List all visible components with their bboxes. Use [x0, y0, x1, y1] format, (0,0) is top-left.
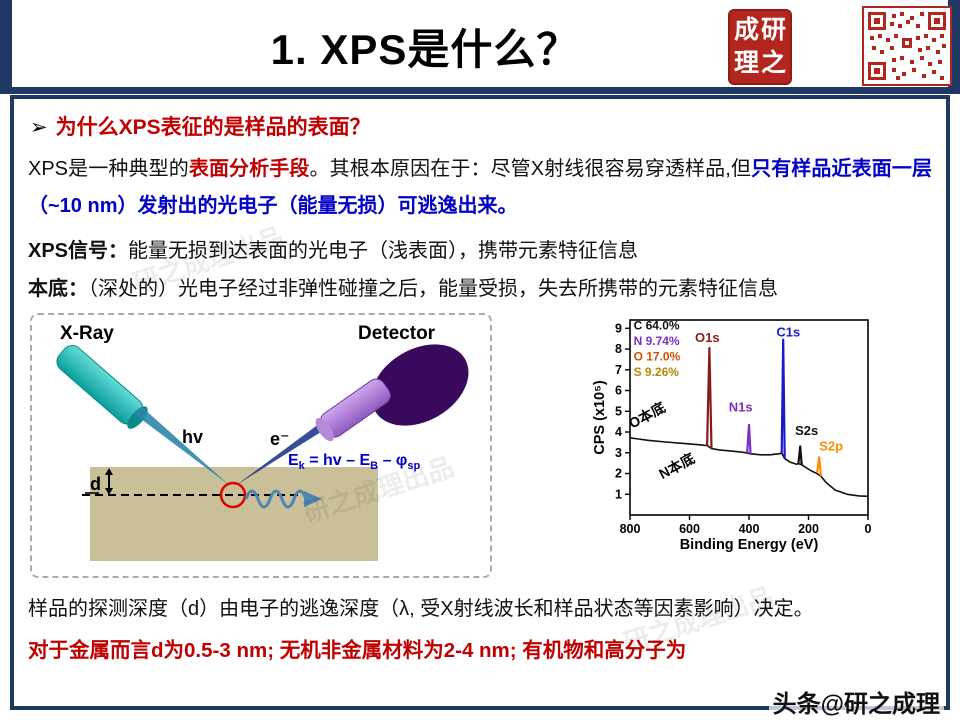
seal-char: 成: [733, 17, 759, 44]
qr-code: [862, 6, 952, 86]
body-text-run: 。其根本原因在于：尽管X射线很容易穿透样品,但: [309, 158, 752, 180]
y-tick-label: 4: [615, 425, 622, 439]
y-tick-label: 7: [615, 363, 622, 377]
seal-char: 理: [733, 50, 759, 77]
photoelectron-beam: [235, 418, 332, 486]
legend-item: C 64.0%: [634, 318, 680, 332]
background-text: （深处的）光电子经过非弹性碰撞之后，能量受损，失去所携带的元素特征信息: [88, 278, 778, 300]
peak-N1s: [746, 423, 752, 454]
emission-point-circle: [219, 481, 247, 509]
y-tick-label: 9: [615, 321, 622, 335]
peak-label-S2p: S2p: [819, 439, 843, 454]
peak-O1s: [706, 346, 713, 449]
hv-label: hv: [182, 427, 203, 447]
body-text-run: XPS是一种典型的: [28, 158, 189, 180]
plot-frame: [629, 319, 869, 516]
title-bar: 1. XPS是什么？ 成 研 理 之: [0, 0, 960, 88]
background-label: 本底：: [28, 278, 88, 300]
seal-char: 研: [760, 17, 786, 44]
formula-mid1: = hv – E: [305, 452, 371, 469]
legend-item: O 17.0%: [634, 349, 681, 363]
x-axis-label: Binding Energy (eV): [680, 537, 819, 553]
xps-signal-line: XPS信号：能量无损到达表面的光电子（浅表面），携带元素特征信息: [28, 234, 932, 263]
x-tick-label: 600: [679, 522, 700, 536]
escape-depth-highlight: 只有样品近表面一层（~10 nm）发射出的光电子（能量无损）可逃逸出来。: [28, 158, 932, 217]
xps-signal-label: XPS信号：: [28, 240, 129, 262]
formula-sub-k: k: [299, 460, 306, 472]
peak-label-N1s: N1s: [729, 399, 753, 414]
sample-block: [90, 467, 378, 561]
y-axis-label: CPS (x10⁵): [592, 380, 608, 455]
arrow-bullet-icon: ➢: [30, 116, 48, 139]
detector-snout: [315, 378, 391, 442]
intro-paragraph: XPS是一种典型的表面分析手段。其根本原因在于：尽管X射线很容易穿透样品,但只有…: [28, 151, 932, 225]
x-tick-label: 200: [798, 522, 819, 536]
peak-label-S2s: S2s: [795, 423, 818, 438]
x-tick-label: 800: [620, 522, 641, 536]
title-divider-bar: [0, 87, 960, 94]
seal-char: 之: [760, 50, 786, 77]
detector-label: Detector: [358, 323, 436, 344]
seal-logo: 成 研 理 之: [728, 9, 792, 85]
page-title: 1. XPS是什么？: [270, 26, 580, 73]
legend-item: S 9.26%: [634, 365, 680, 379]
question-heading: ➢ 为什么XPS表征的是样品的表面？: [30, 111, 932, 141]
y-tick-label: 8: [615, 342, 622, 356]
formula-mid2: – φ: [378, 452, 407, 469]
formula-E: E: [288, 452, 299, 469]
figures-row: d: [28, 313, 932, 578]
x-tick-label: 0: [865, 522, 872, 536]
peak-label-O1s: O1s: [695, 330, 720, 345]
peak-C1s: [780, 338, 786, 459]
title-left-edge-bar: [0, 0, 12, 88]
y-tick-label: 3: [615, 446, 622, 460]
detection-depth-line: 样品的探测深度（d）由电子的逃逸深度（λ, 受X射线波长和样品状态等因素影响）决…: [28, 598, 814, 620]
y-tick-label: 6: [615, 384, 622, 398]
qr-code-pattern: [868, 12, 946, 80]
y-tick-label: 2: [615, 467, 622, 481]
surface-analysis-highlight: 表面分析手段: [188, 158, 310, 180]
depth-arrow: [105, 468, 113, 495]
material-depth-line: 对于金属而言d为0.5-3 nm; 无机非金属材料为2-4 nm; 有机物和高分…: [28, 639, 687, 662]
peak-label-C1s: C1s: [776, 325, 800, 340]
question-text: 为什么XPS表征的是样品的表面？: [55, 116, 371, 139]
detector-body: [371, 344, 469, 426]
xray-label: X-Ray: [60, 323, 114, 344]
electron-label: e⁻: [270, 429, 290, 449]
xps-schematic-svg: d: [56, 323, 469, 561]
peak-S2p: [816, 456, 823, 477]
peak-S2s: [797, 445, 803, 465]
y-tick-label: 5: [615, 404, 622, 418]
xps-signal-text: 能量无损到达表面的光电子（浅表面），携带元素特征信息: [128, 240, 639, 262]
y-tick-label: 1: [615, 487, 622, 501]
toutiao-watermark: 头条@研之成理: [768, 684, 944, 719]
incident-xray-beam: [133, 407, 229, 485]
kinetic-energy-formula: Ek = hv – EB – φsp: [288, 452, 420, 472]
x-tick-label: 400: [739, 522, 760, 536]
survey-background-curve: [629, 437, 869, 498]
background-line: 本底：（深处的）光电子经过非弹性碰撞之后，能量受损，失去所携带的元素特征信息: [28, 272, 932, 301]
depth-label: d: [90, 474, 101, 494]
formula-sub-sp: sp: [407, 460, 420, 472]
legend-item: N 9.74%: [634, 334, 680, 348]
xps-survey-spectrum: 800 600 400 200 0 1 2 3 4 5 6 7 8 9 O1s N1s C1s S2s S2p C 6…: [592, 315, 874, 560]
formula-sub-B: B: [370, 460, 378, 472]
xps-schematic-diagram: d: [30, 313, 492, 578]
xray-source: [56, 345, 148, 429]
scattered-electron-wavy-arrow: [244, 489, 322, 509]
content-box: ➢ 为什么XPS表征的是样品的表面？ XPS是一种典型的表面分析手段。其根本原因在…: [10, 95, 950, 710]
